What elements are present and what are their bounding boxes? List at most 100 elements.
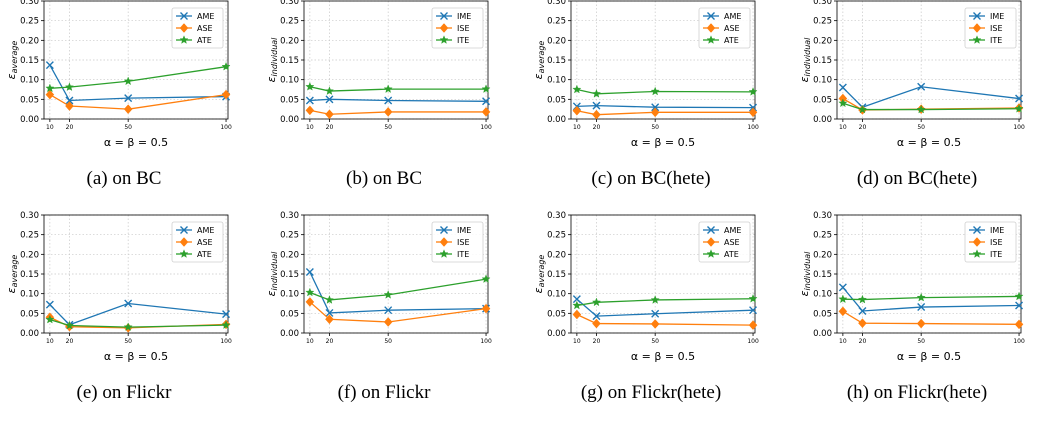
data-point-ate xyxy=(221,320,231,329)
y-axis-label-subscript: individual xyxy=(803,251,812,291)
legend-label: ATE xyxy=(197,36,212,45)
legend-label: ASE xyxy=(724,238,740,247)
data-point-ase xyxy=(221,89,231,100)
y-axis-label: εaverage xyxy=(5,255,19,294)
series-line-ate xyxy=(576,298,754,307)
y-axis-label-subscript: average xyxy=(537,41,546,74)
data-point-ise xyxy=(481,107,491,117)
chart-panel-a: 0.00 0.05 0.10 0.15 0.20 0.25 0.30 10 20 50 100 εav… xyxy=(0,0,248,212)
data-point-ase xyxy=(65,101,74,111)
data-point-ate xyxy=(650,295,660,304)
data-point-ase xyxy=(572,309,582,320)
data-point-ite xyxy=(305,81,315,91)
data-point-ame xyxy=(592,101,601,110)
data-point-ame xyxy=(45,61,54,70)
data-point-ise xyxy=(383,107,393,117)
x-tick-label: 50 xyxy=(384,338,392,345)
data-point-ise xyxy=(916,318,926,329)
y-tick-label: 0.30 xyxy=(280,211,299,221)
y-tick-label: 0.25 xyxy=(280,231,299,241)
data-point-ase xyxy=(748,320,758,331)
legend: IME ISE ITE xyxy=(431,221,484,263)
data-point-ame xyxy=(651,103,660,112)
y-tick-label: 0.05 xyxy=(813,95,832,105)
data-point-ase xyxy=(572,105,582,116)
chart-panel-b: 0.00 0.05 0.10 0.15 0.20 0.25 0.30 10 20 50 100 εin… xyxy=(260,0,508,212)
x-tick-label: 50 xyxy=(124,338,132,345)
y-tick-label: 0.25 xyxy=(20,231,39,241)
caption-f: (f) on Flickr xyxy=(337,382,431,403)
y-tick-label: 0.20 xyxy=(547,250,566,260)
data-point-ame xyxy=(124,94,133,103)
chart-a: 0.00 0.05 0.10 0.15 0.20 0.25 0.30 10 20 50 100 εav… xyxy=(5,0,232,149)
legend-label: IME xyxy=(457,12,471,21)
legend-marker xyxy=(973,12,981,20)
x-tick-label: 20 xyxy=(859,338,867,345)
data-point-ise xyxy=(305,105,315,116)
y-tick-label: 0.30 xyxy=(547,211,566,221)
x-tick-label: 50 xyxy=(917,124,925,131)
chart-panel-e: 0.00 0.05 0.10 0.15 0.20 0.25 0.30 10 20 50 100 εav… xyxy=(0,211,248,426)
chart-b: 0.00 0.05 0.10 0.15 0.20 0.25 0.30 10 20 50 100 εin… xyxy=(265,0,492,131)
x-tick-label: 100 xyxy=(220,338,232,345)
data-point-ame xyxy=(651,309,660,318)
x-tick-label: 20 xyxy=(66,124,74,131)
y-tick-label: 0.10 xyxy=(280,290,299,300)
series-ate xyxy=(45,61,231,93)
data-point-ise xyxy=(1014,319,1024,330)
legend-marker xyxy=(972,23,982,33)
legend-marker xyxy=(707,12,715,20)
caption-a: (a) on BC xyxy=(86,168,162,189)
chart-panel-f: 0.00 0.05 0.10 0.15 0.20 0.25 0.30 10 20 50 100 εin… xyxy=(260,211,508,426)
data-point-ime xyxy=(384,96,393,105)
y-tick-label: 0.00 xyxy=(280,115,299,125)
data-point-ate xyxy=(123,322,133,331)
data-point-ate xyxy=(64,320,74,330)
y-axis-label-symbol: ε xyxy=(532,73,545,79)
y-tick-label: 0.15 xyxy=(813,270,832,280)
legend-marker xyxy=(972,35,982,44)
series-line-ase xyxy=(576,313,754,326)
data-point-ate xyxy=(45,314,55,324)
data-point-ate xyxy=(572,84,582,94)
x-tick-label: 10 xyxy=(306,124,314,131)
y-axis-label: εaverage xyxy=(532,41,546,80)
data-point-ime xyxy=(1015,301,1024,310)
data-point-ate xyxy=(64,82,74,91)
data-point-ite xyxy=(383,84,393,93)
series-ise xyxy=(838,306,1024,330)
data-point-ime xyxy=(384,306,393,315)
data-point-ime xyxy=(1015,94,1024,103)
y-tick-label: 0.30 xyxy=(20,211,39,221)
series-line-ite xyxy=(309,278,487,301)
y-tick-label: 0.10 xyxy=(813,290,832,300)
x-tick-label: 20 xyxy=(593,338,601,345)
data-point-ate xyxy=(591,297,601,307)
x-tick-label: 50 xyxy=(384,124,392,131)
data-point-ite xyxy=(383,290,393,299)
data-point-ase xyxy=(748,107,758,118)
y-axis-label: εaverage xyxy=(532,255,546,294)
x-tick-label: 10 xyxy=(839,124,847,131)
legend: AME ASE ATE xyxy=(698,7,751,49)
x-tick-label: 10 xyxy=(573,124,581,131)
y-axis-label: εindividual xyxy=(798,37,812,83)
data-point-ime xyxy=(305,96,314,105)
series-line-ime xyxy=(309,271,487,314)
y-tick-label: 0.00 xyxy=(280,329,299,339)
y-tick-label: 0.05 xyxy=(280,95,299,105)
data-point-ame xyxy=(572,295,581,304)
series-ame xyxy=(572,101,758,112)
series-line-ise xyxy=(842,310,1020,325)
y-tick-label: 0.20 xyxy=(813,250,832,260)
legend-marker xyxy=(707,226,715,234)
data-point-ate xyxy=(123,76,133,86)
legend-label: AME xyxy=(724,226,741,235)
legend: IME ISE ITE xyxy=(431,7,484,49)
data-point-ite xyxy=(857,104,867,114)
series-line-ite xyxy=(842,102,1020,111)
series-ase xyxy=(572,309,758,331)
series-line-ate xyxy=(49,319,227,328)
x-tick-label: 100 xyxy=(480,338,492,345)
series-ite xyxy=(838,291,1024,304)
